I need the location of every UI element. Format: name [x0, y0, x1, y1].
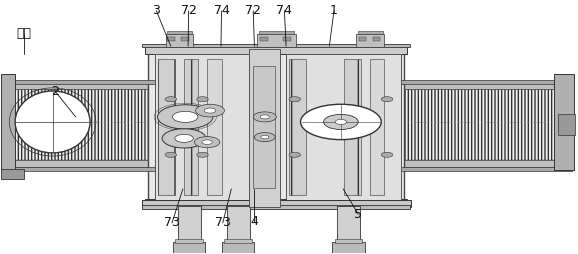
Bar — [253, 66, 275, 188]
Bar — [1, 74, 15, 170]
Text: 73: 73 — [164, 216, 180, 230]
Bar — [373, 37, 380, 41]
Circle shape — [197, 152, 208, 157]
Circle shape — [289, 152, 301, 157]
Bar — [558, 114, 575, 135]
Circle shape — [165, 152, 176, 157]
Circle shape — [194, 137, 220, 148]
Bar — [224, 240, 251, 243]
Bar — [257, 34, 296, 47]
Bar — [142, 205, 410, 209]
Bar — [286, 54, 402, 200]
Bar — [148, 49, 405, 207]
Circle shape — [158, 105, 213, 129]
Bar — [181, 37, 188, 41]
Bar — [184, 59, 198, 195]
Bar — [177, 206, 201, 243]
Text: 74: 74 — [214, 4, 229, 17]
Bar — [324, 167, 572, 171]
Bar — [260, 37, 268, 41]
Bar — [175, 240, 202, 243]
Bar — [172, 242, 205, 253]
Bar — [221, 242, 254, 253]
Circle shape — [165, 97, 176, 102]
Bar — [335, 240, 362, 243]
Bar — [6, 80, 157, 84]
Circle shape — [301, 104, 381, 140]
Circle shape — [260, 115, 269, 119]
Bar — [6, 84, 157, 160]
Bar — [344, 59, 361, 195]
Bar — [324, 84, 572, 160]
Bar — [338, 206, 361, 243]
Bar — [142, 200, 411, 207]
Bar — [168, 37, 175, 41]
Bar — [6, 167, 157, 171]
Bar — [324, 160, 572, 167]
Circle shape — [162, 129, 206, 148]
Text: 容器: 容器 — [16, 27, 31, 40]
Bar — [357, 34, 384, 47]
Bar — [324, 80, 572, 84]
Circle shape — [289, 97, 301, 102]
Bar — [289, 59, 306, 195]
Circle shape — [324, 114, 358, 130]
Bar — [249, 49, 280, 207]
Bar — [324, 82, 572, 89]
Text: 2: 2 — [51, 85, 60, 98]
Circle shape — [197, 97, 208, 102]
Circle shape — [204, 108, 216, 113]
Bar — [142, 44, 410, 47]
Bar — [6, 160, 157, 167]
Circle shape — [202, 140, 212, 145]
Text: 5: 5 — [354, 208, 362, 221]
Bar — [166, 34, 193, 47]
Bar — [145, 199, 407, 207]
Bar — [158, 59, 175, 195]
Circle shape — [381, 97, 393, 102]
Bar — [259, 31, 294, 34]
Bar — [155, 54, 249, 200]
Text: 4: 4 — [250, 215, 258, 228]
Circle shape — [254, 133, 275, 142]
Ellipse shape — [15, 91, 90, 153]
Bar — [370, 59, 384, 195]
Circle shape — [381, 152, 393, 157]
Text: 74: 74 — [276, 4, 292, 17]
Bar — [283, 37, 291, 41]
Bar — [227, 206, 250, 243]
Circle shape — [335, 119, 347, 124]
Bar — [145, 46, 407, 54]
Circle shape — [172, 111, 198, 122]
Bar — [359, 37, 366, 41]
Bar — [554, 74, 575, 170]
Bar — [332, 242, 365, 253]
Bar — [207, 59, 221, 195]
Text: 72: 72 — [181, 4, 197, 17]
Text: 3: 3 — [153, 4, 160, 17]
Bar — [167, 31, 192, 34]
Circle shape — [175, 134, 193, 142]
Circle shape — [261, 135, 269, 139]
Circle shape — [195, 104, 224, 117]
Text: 1: 1 — [330, 4, 338, 17]
Bar — [6, 82, 157, 89]
Text: 73: 73 — [215, 216, 231, 230]
Bar — [1, 169, 24, 179]
Circle shape — [253, 112, 276, 122]
Text: 72: 72 — [245, 4, 261, 17]
Bar — [358, 31, 383, 34]
